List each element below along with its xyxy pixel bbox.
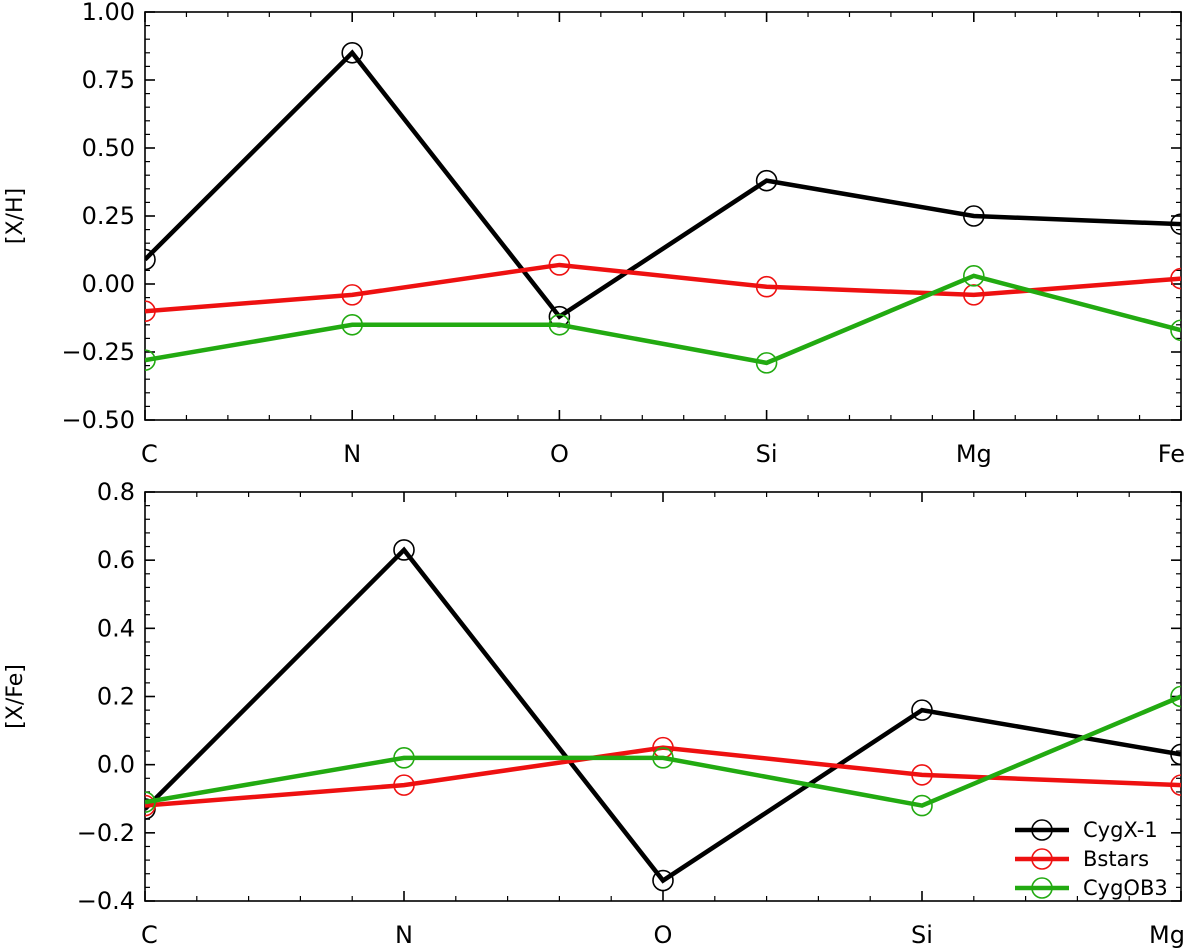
legend-label-bstars: Bstars: [1083, 847, 1149, 871]
series-group: [145, 539, 1181, 892]
data-point-cygob3: [652, 747, 674, 769]
legend-marker-cygob3: [1031, 877, 1053, 899]
legend-marker-bstars: [1031, 848, 1053, 870]
data-point-cygob3: [393, 747, 415, 769]
x-tick-label-mg: Mg: [956, 440, 992, 468]
data-point-bstars: [1170, 774, 1181, 796]
legend-marker-cygx-1: [1031, 819, 1053, 841]
y-tick-label: 0.25: [82, 202, 135, 230]
top-panel: −0.50 −0.25 0.00 0.25 0.50 0.75 1.00 C N O Si Mg Fe […: [3, 0, 1185, 468]
data-point-cygx-1: [962, 205, 985, 227]
data-point-cygob3: [911, 794, 933, 817]
series-line-cygx-1: [145, 546, 1181, 884]
y-tick-label: 0.4: [97, 614, 135, 642]
y-tick-label: 1.00: [82, 0, 135, 26]
series-line-cygx-1: [145, 49, 1181, 320]
data-point-cygob3: [1170, 319, 1181, 342]
data-point-cygob3: [145, 791, 156, 813]
data-point-cygob3: [145, 349, 156, 371]
data-point-cygx-1: [341, 41, 364, 64]
x-tick-label-n: N: [395, 921, 413, 949]
y-tick-label: 0.0: [97, 751, 135, 779]
data-point-bstars: [755, 275, 778, 298]
data-point-bstars: [145, 300, 156, 322]
y-tick-label: −0.4: [77, 887, 135, 915]
data-point-cygx-1: [652, 869, 674, 892]
plot-frame: [144, 491, 1182, 902]
x-tick-label-si: Si: [756, 440, 778, 468]
legend-label-cygx-1: CygX-1: [1083, 818, 1158, 842]
y-tick-label: 0.6: [97, 546, 135, 574]
data-point-bstars: [341, 284, 364, 306]
series-group: [145, 41, 1181, 374]
x-tick-label-c: C: [141, 440, 158, 468]
series-line-cygob3: [145, 273, 1181, 366]
x-tick-label-si: Si: [911, 921, 933, 949]
series-line-bstars: [145, 262, 1181, 314]
data-point-cygob3: [962, 265, 985, 287]
legend-label-cygob3: CygOB3: [1083, 876, 1168, 900]
x-tick-label-n: N: [343, 440, 361, 468]
data-point-bstars: [393, 774, 415, 796]
data-point-cygob3: [755, 352, 778, 374]
y-tick-label: −0.25: [61, 338, 135, 366]
data-point-cygx-1: [911, 699, 933, 721]
data-point-bstars: [962, 284, 985, 306]
x-tick-label-o: O: [654, 921, 673, 949]
y-tick-label: −0.2: [77, 819, 135, 847]
data-point-cygx-1: [1170, 213, 1181, 235]
y-tick-label: 0.50: [82, 134, 135, 162]
data-point-cygx-1: [145, 248, 156, 271]
data-point-bstars: [548, 254, 571, 276]
x-tick-label-fe: Fe: [1158, 440, 1185, 468]
bottom-panel: −0.4 −0.2 0.0 0.2 0.4 0.6 0.8 C N O Si Mg [X/Fe] CygX…: [3, 478, 1185, 949]
data-point-bstars: [1170, 267, 1181, 290]
y-tick-label: 0.2: [97, 683, 135, 711]
y-tick-label: −0.50: [61, 406, 135, 434]
data-point-bstars: [911, 764, 933, 786]
data-point-cygob3: [548, 313, 571, 336]
y-tick-label: 0.8: [97, 478, 135, 506]
series-line-cygob3: [145, 694, 1181, 808]
data-point-cygob3: [341, 313, 364, 336]
y-tick-label: 0.75: [82, 66, 135, 94]
data-point-cygob3: [1170, 685, 1181, 708]
data-point-cygx-1: [755, 169, 778, 192]
y-axis-title: [X/H]: [3, 188, 28, 244]
x-tick-label-c: C: [141, 921, 158, 949]
data-point-cygx-1: [393, 539, 415, 561]
y-tick-label: 0.00: [82, 270, 135, 298]
data-point-cygx-1: [1170, 743, 1181, 766]
y-axis-title: [X/Fe]: [3, 664, 28, 729]
x-tick-label-mg: Mg: [1149, 921, 1185, 949]
x-tick-label-o: O: [550, 440, 569, 468]
